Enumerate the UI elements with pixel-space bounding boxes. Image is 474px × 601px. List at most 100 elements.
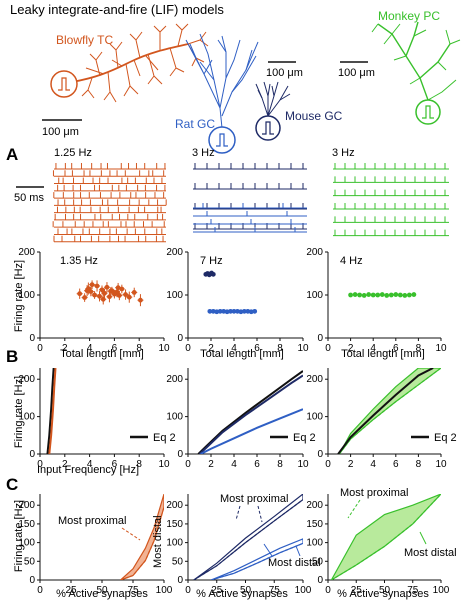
y-tick-label: 150 bbox=[18, 519, 35, 530]
rate-annotation-3: 4 Hz bbox=[340, 255, 363, 267]
blowfly-spike-icon bbox=[58, 77, 70, 91]
area-lower-edge bbox=[331, 494, 441, 580]
y-tick-label: 0 bbox=[177, 575, 183, 586]
panel-b-xlabel: Input Frequency [Hz] bbox=[37, 464, 139, 476]
x-tick-label: 8 bbox=[416, 343, 422, 354]
blowfly-scale-label: 100 μm bbox=[42, 126, 79, 138]
monkey-pc-morphology bbox=[371, 21, 461, 101]
x-tick-label: 10 bbox=[158, 459, 170, 470]
y-tick-label: 200 bbox=[166, 247, 183, 258]
y-tick-label: 200 bbox=[18, 374, 35, 385]
y-tick-label: 200 bbox=[306, 500, 323, 511]
c3-distal-label: Most distal bbox=[404, 547, 457, 559]
x-tick-label: 10 bbox=[158, 343, 170, 354]
chart-marks bbox=[76, 280, 144, 307]
data-point bbox=[126, 294, 132, 300]
y-tick-label: 100 bbox=[18, 290, 35, 301]
chart-marks bbox=[46, 368, 57, 454]
panel-a-xlabel-2: Total length [mm] bbox=[200, 348, 284, 360]
chart-marks bbox=[203, 270, 258, 315]
chart-marks bbox=[348, 292, 417, 298]
x-tick-label: 8 bbox=[136, 459, 142, 470]
x-tick-label: 8 bbox=[416, 459, 422, 470]
rat-gc-soma bbox=[208, 126, 236, 154]
x-tick-label: 0 bbox=[325, 585, 331, 596]
x-tick-label: 4 bbox=[231, 459, 237, 470]
line-series bbox=[337, 368, 434, 454]
x-tick-label: 75 bbox=[127, 585, 139, 596]
chart-marks bbox=[120, 494, 164, 580]
c1-proximal-label: Most proximal bbox=[58, 515, 126, 527]
data-point bbox=[82, 295, 88, 300]
y-tick-label: 150 bbox=[306, 519, 323, 530]
data-point bbox=[402, 293, 408, 298]
x-tick-label: 6 bbox=[393, 459, 399, 470]
y-tick-label: 50 bbox=[24, 556, 36, 567]
y-tick-label: 0 bbox=[177, 333, 183, 344]
panel-a-ylabel: Firing rate [Hz] bbox=[13, 260, 25, 332]
x-tick-label: 0 bbox=[185, 459, 191, 470]
panel-label-c: C bbox=[6, 475, 18, 494]
x-tick-label: 10 bbox=[435, 459, 447, 470]
data-point bbox=[94, 283, 100, 289]
x-tick-label: 25 bbox=[211, 585, 223, 596]
data-point bbox=[231, 308, 237, 314]
x-tick-label: 6 bbox=[112, 343, 118, 354]
x-tick-label: 0 bbox=[37, 585, 43, 596]
raster-rate-1: 1.25 Hz bbox=[54, 147, 92, 159]
data-point bbox=[252, 308, 258, 314]
legend-label-b2: Eq 2 bbox=[293, 432, 316, 444]
y-tick-label: 0 bbox=[317, 575, 323, 586]
data-point bbox=[99, 287, 105, 293]
x-tick-label: 4 bbox=[231, 343, 237, 354]
x-tick-label: 50 bbox=[379, 585, 391, 596]
x-tick-label: 100 bbox=[433, 585, 450, 596]
y-tick-label: 200 bbox=[306, 247, 323, 258]
x-tick-label: 4 bbox=[370, 343, 376, 354]
blowfly-soma bbox=[50, 70, 78, 98]
data-point bbox=[115, 285, 121, 291]
mouse-spike-icon bbox=[262, 121, 274, 135]
data-point bbox=[388, 292, 394, 298]
monkey-pc-label: Monkey PC bbox=[378, 9, 440, 23]
raster-rate-2: 3 Hz bbox=[192, 147, 215, 159]
panel-a-xlabel-1: Total length [mm] bbox=[60, 348, 144, 360]
data-point bbox=[89, 282, 95, 288]
y-tick-label: 100 bbox=[18, 412, 35, 423]
x-tick-label: 6 bbox=[254, 459, 260, 470]
y-tick-label: 100 bbox=[306, 412, 323, 423]
raster-rate-3: 3 Hz bbox=[332, 147, 355, 159]
legend-label-b1: Eq 2 bbox=[153, 432, 176, 444]
y-tick-label: 200 bbox=[18, 500, 35, 511]
data-point bbox=[357, 292, 363, 298]
y-tick-label: 0 bbox=[177, 449, 183, 460]
y-tick-label: 200 bbox=[18, 247, 35, 258]
data-point bbox=[366, 292, 372, 297]
rate-annotation-2: 7 Hz bbox=[200, 255, 223, 267]
x-tick-label: 100 bbox=[156, 585, 173, 596]
x-tick-label: 8 bbox=[136, 343, 142, 354]
data-point bbox=[217, 308, 223, 314]
c2-distal-arrows bbox=[263, 543, 301, 557]
x-tick-label: 25 bbox=[65, 585, 77, 596]
time-scale-label: 50 ms bbox=[14, 192, 44, 204]
x-tick-label: 4 bbox=[87, 459, 93, 470]
x-tick-label: 6 bbox=[393, 343, 399, 354]
x-tick-label: 2 bbox=[348, 343, 354, 354]
line-series bbox=[48, 368, 57, 454]
data-point bbox=[348, 292, 353, 298]
data-point bbox=[370, 292, 376, 298]
figure-title: Leaky integrate-and-fire (LIF) models bbox=[10, 2, 224, 17]
y-tick-label: 0 bbox=[317, 333, 323, 344]
x-tick-label: 0 bbox=[37, 343, 43, 354]
panel-b-ylabel: Firing rate [Hz] bbox=[13, 376, 25, 448]
panel-c-xlabel-3: % Active synapses bbox=[337, 588, 429, 600]
y-tick-label: 0 bbox=[29, 449, 35, 460]
panel-label-a: A bbox=[6, 145, 18, 164]
data-point bbox=[384, 293, 390, 298]
area-lower-edge bbox=[338, 368, 441, 454]
y-tick-label: 150 bbox=[166, 519, 183, 530]
data-point bbox=[210, 271, 216, 277]
